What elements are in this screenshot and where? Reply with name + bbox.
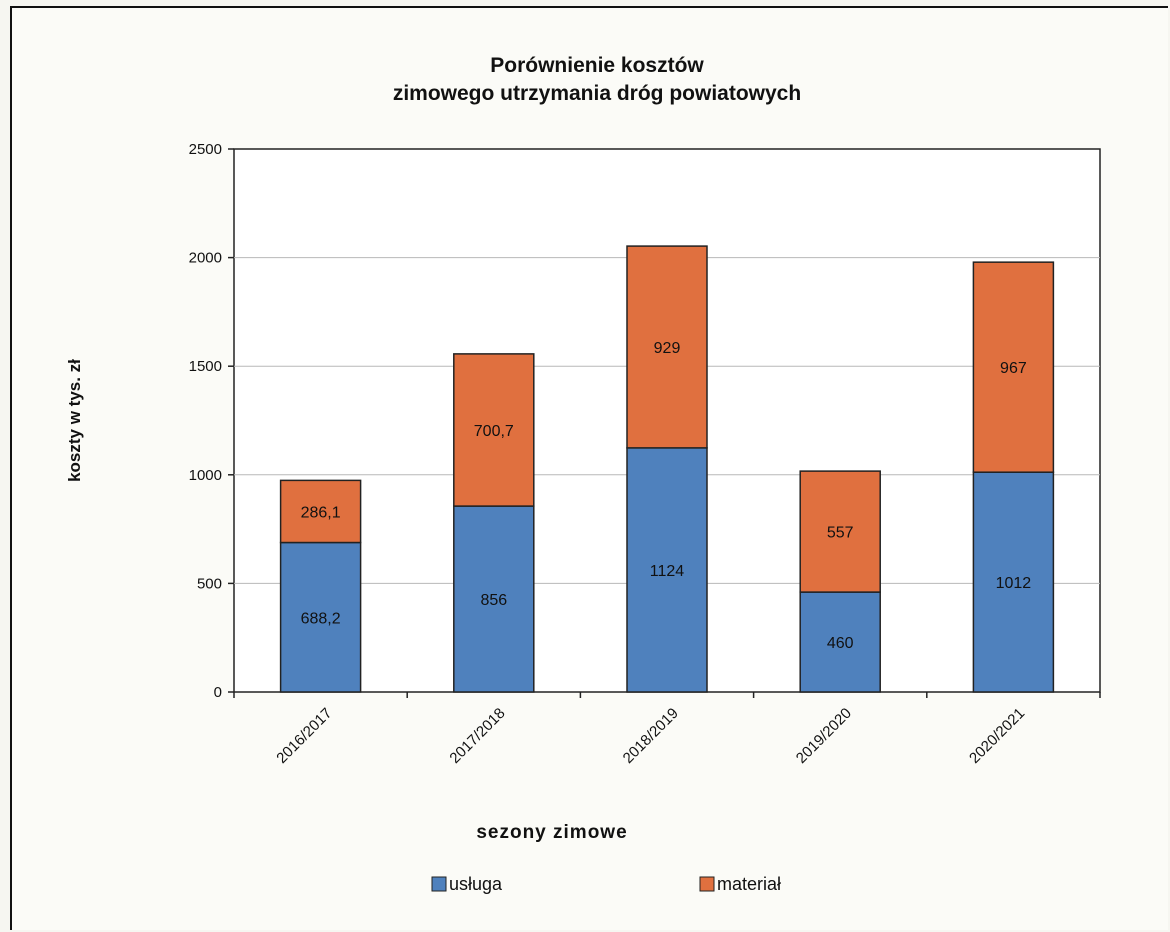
y-axis-label: koszty w tys. zł bbox=[65, 359, 84, 482]
y-tick-label: 2000 bbox=[189, 250, 222, 267]
data-label: 286,1 bbox=[301, 504, 341, 521]
x-category-label: 2020/2021 bbox=[966, 705, 1028, 767]
bar-materiał bbox=[972, 261, 1055, 473]
y-tick-label: 1500 bbox=[189, 358, 222, 375]
legend-swatch-usługa bbox=[431, 876, 447, 892]
legend-label: materiał bbox=[717, 874, 781, 894]
bar-materiał bbox=[279, 479, 362, 544]
x-category-label: 2016/2017 bbox=[273, 705, 335, 767]
legend-swatch-materiał bbox=[699, 876, 715, 892]
x-category-label: 2018/2019 bbox=[620, 705, 682, 767]
y-tick-label: 500 bbox=[197, 575, 222, 592]
y-tick-label: 2500 bbox=[189, 141, 222, 158]
data-label: 700,7 bbox=[474, 423, 514, 440]
stacked-bar-chart: 0 500 1000 1500 2000 2500 688,2 286,1 2016/2017 8… bbox=[65, 54, 1101, 894]
x-axis-label: sezony zimowe bbox=[476, 822, 627, 843]
data-label: 856 bbox=[480, 592, 507, 609]
bar-usługa bbox=[279, 541, 362, 693]
bar-usługa bbox=[972, 471, 1055, 693]
x-category-label: 2019/2020 bbox=[793, 705, 855, 767]
bar-materiał bbox=[799, 470, 881, 593]
data-label: 967 bbox=[1000, 360, 1027, 377]
data-label: 1012 bbox=[996, 575, 1032, 592]
bar-usługa bbox=[799, 591, 881, 693]
data-label: 688,2 bbox=[301, 610, 341, 627]
legend-label: usługa bbox=[449, 874, 503, 894]
bar-usługa bbox=[453, 505, 535, 693]
bar-materiał bbox=[453, 353, 535, 507]
x-category-label: 2017/2018 bbox=[446, 705, 508, 767]
data-label: 1124 bbox=[650, 563, 685, 580]
bar-usługa bbox=[626, 447, 708, 693]
chart-title-line-1: Porównienie kosztów bbox=[490, 54, 704, 77]
y-tick-label: 0 bbox=[214, 684, 222, 701]
chart-frame: 0 500 1000 1500 2000 2500 688,2 286,1 2016/2017 8… bbox=[10, 6, 1168, 930]
data-label: 929 bbox=[654, 340, 681, 357]
data-label: 460 bbox=[827, 635, 854, 652]
chart-title-line-2: zimowego utrzymania dróg powiatowych bbox=[393, 82, 801, 105]
bar-materiał bbox=[626, 245, 708, 449]
y-tick-label: 1000 bbox=[189, 467, 222, 484]
data-label: 557 bbox=[827, 525, 854, 542]
